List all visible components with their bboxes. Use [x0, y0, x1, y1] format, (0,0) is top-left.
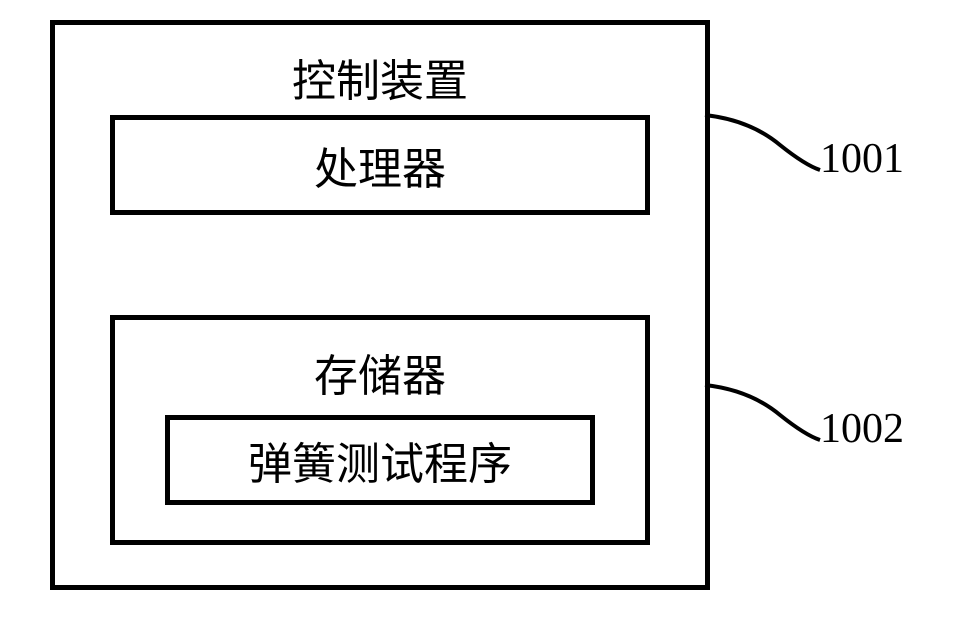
diagram-container: 控制装置 处理器 存储器 弹簧测试程序	[50, 20, 750, 590]
reference-label-1001: 1001	[820, 135, 904, 183]
memory-title: 存储器	[115, 340, 645, 404]
control-device-title: 控制装置	[55, 45, 705, 109]
connector-line-1001	[700, 110, 830, 190]
spring-test-program-box: 弹簧测试程序	[165, 415, 595, 505]
spring-test-program-label: 弹簧测试程序	[248, 428, 512, 492]
memory-box: 存储器 弹簧测试程序	[110, 315, 650, 545]
control-device-box: 控制装置 处理器 存储器 弹簧测试程序	[50, 20, 710, 590]
processor-box: 处理器	[110, 115, 650, 215]
processor-label: 处理器	[314, 133, 446, 197]
connector-line-1002	[700, 380, 830, 460]
reference-label-1002: 1002	[820, 405, 904, 453]
